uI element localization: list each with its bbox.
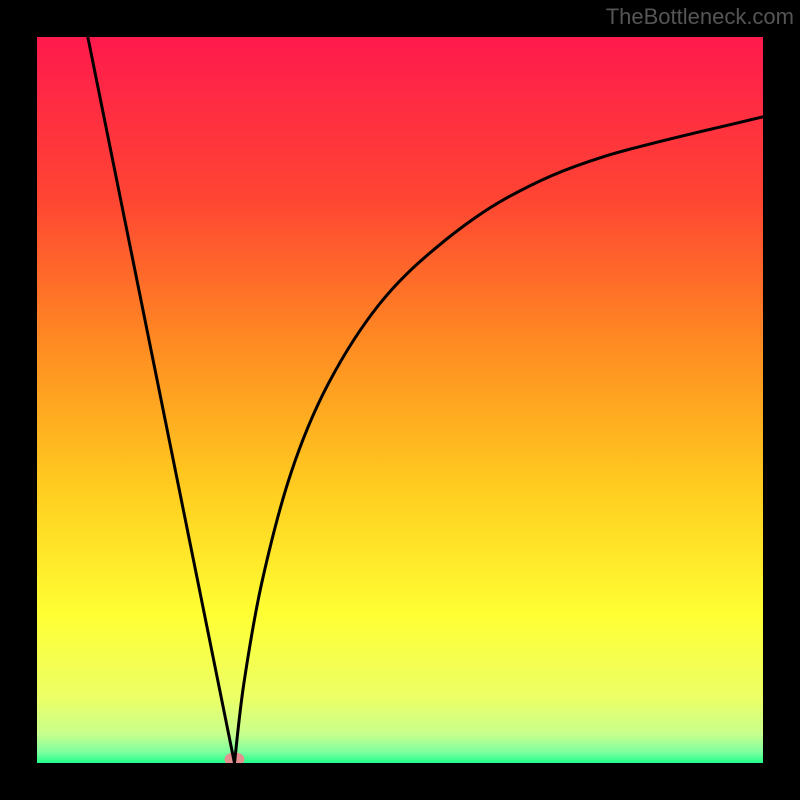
curve-left-branch [88, 37, 235, 763]
plot-area [37, 37, 763, 763]
chart-frame: TheBottleneck.com [0, 0, 800, 800]
curve-right-branch [234, 117, 763, 763]
curve-layer [37, 37, 763, 763]
watermark-text: TheBottleneck.com [606, 4, 794, 30]
